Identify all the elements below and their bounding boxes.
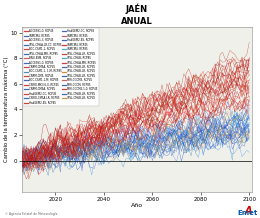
X-axis label: Año: Año	[131, 203, 143, 208]
Text: © Agencia Estatal de Meteorología: © Agencia Estatal de Meteorología	[5, 212, 57, 216]
Text: Emet: Emet	[237, 210, 257, 216]
Title: JAÉN
ANUAL: JAÉN ANUAL	[121, 3, 152, 26]
Legend: ACCESS1-0, RCP45, INMCM4, RCP85, ACCESS1-3, RCP45, IPSL-CM5A-LR,CC, RCP85, BCC-C: ACCESS1-0, RCP45, INMCM4, RCP85, ACCESS1…	[23, 28, 99, 106]
Y-axis label: Cambio de la temperatura máxima (°C): Cambio de la temperatura máxima (°C)	[3, 57, 9, 162]
Text: A: A	[245, 206, 252, 216]
